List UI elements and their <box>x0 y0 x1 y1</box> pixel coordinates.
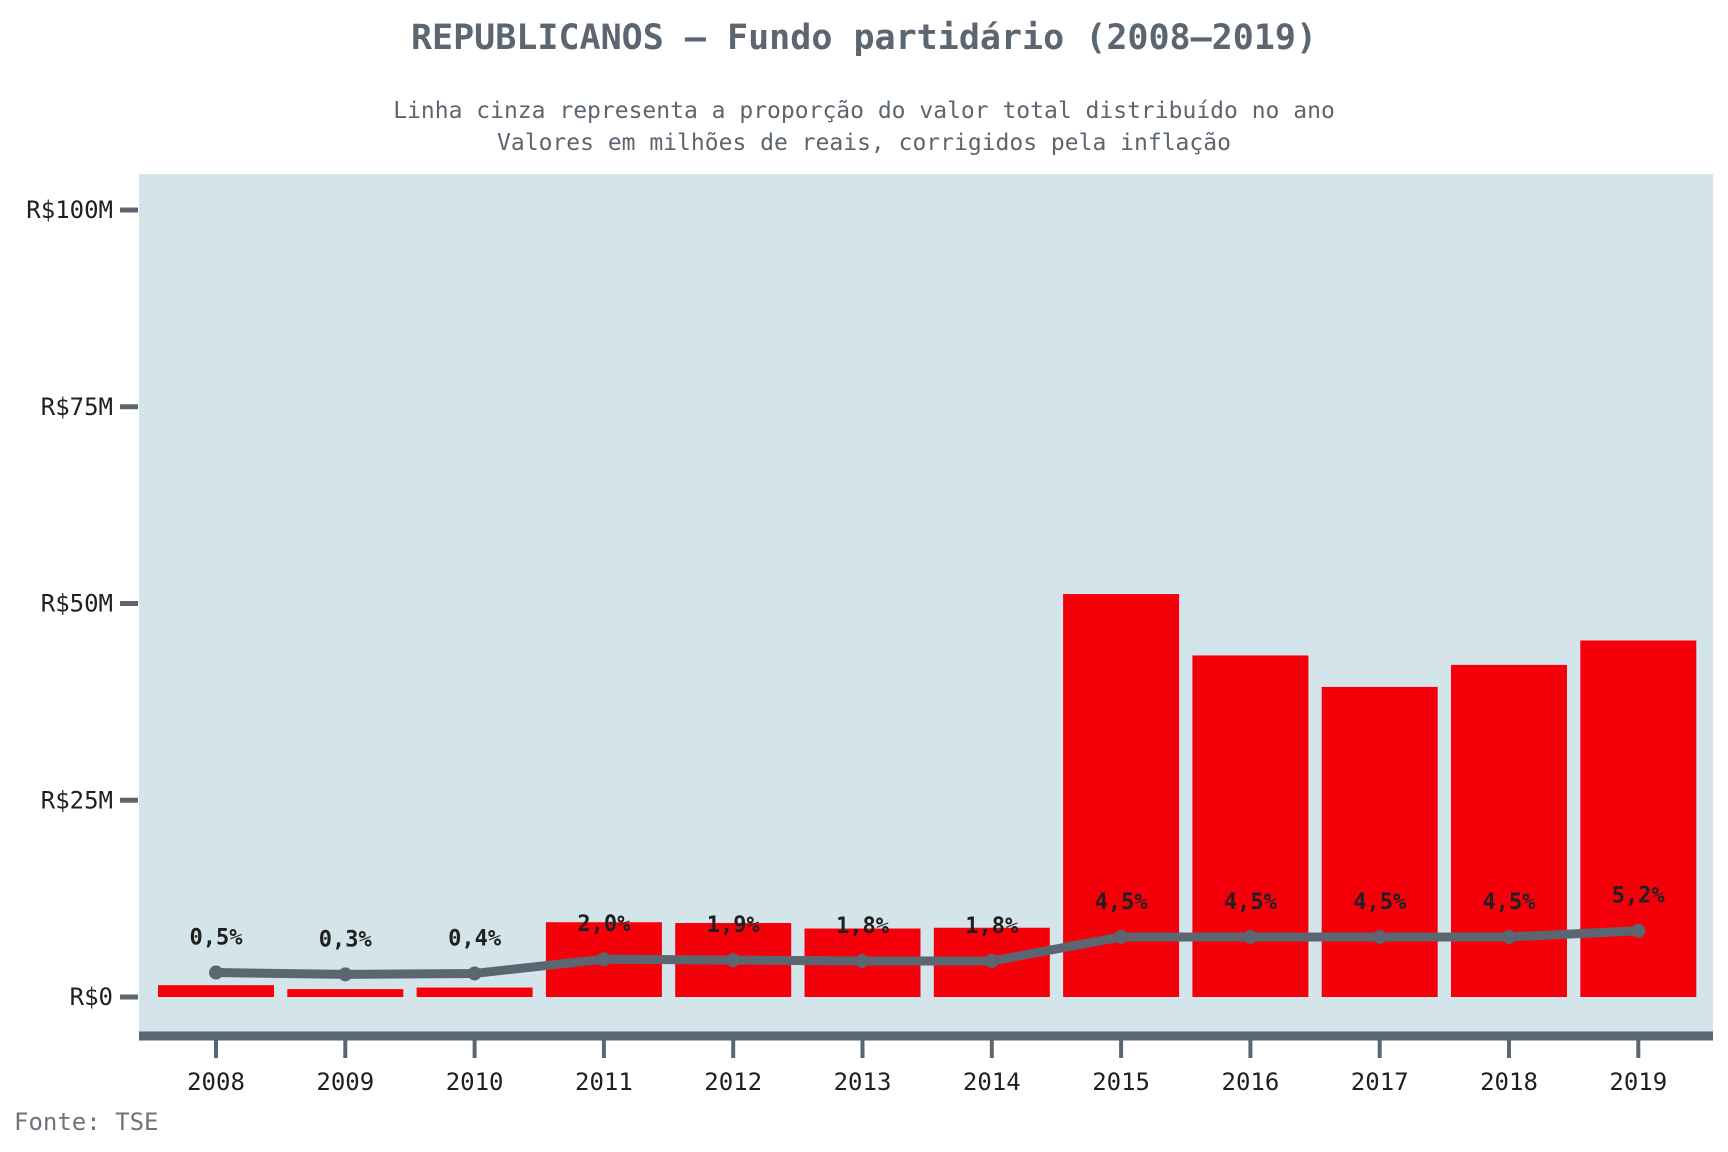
x-tick-label-2019: 2019 <box>1609 1068 1667 1096</box>
proportion-point-2010 <box>467 966 482 981</box>
x-tick-label-2016: 2016 <box>1222 1068 1280 1096</box>
y-tick-label-1: R$25M <box>41 786 113 814</box>
x-tick-label-2013: 2013 <box>834 1068 892 1096</box>
proportion-label-2011: 2,0% <box>577 912 631 937</box>
proportion-point-2009 <box>338 967 353 982</box>
proportion-label-2009: 0,3% <box>319 927 373 952</box>
proportion-label-2010: 0,4% <box>448 926 502 951</box>
x-tick-label-2015: 2015 <box>1092 1068 1150 1096</box>
chart-subtitle-line-2: Valores em milhões de reais, corrigidos … <box>497 130 1231 156</box>
y-tick-label-4: R$100M <box>26 196 113 224</box>
bar-2009 <box>287 989 404 997</box>
proportion-point-2013 <box>855 953 870 968</box>
bar-2019 <box>1580 640 1697 997</box>
x-tick-label-2018: 2018 <box>1480 1068 1538 1096</box>
proportion-point-2008 <box>209 965 223 980</box>
x-axis: 2008 2009 2010 2011 2012 2013 2014 2015 2016 2017… <box>139 1031 1713 1096</box>
proportion-label-2013: 1,8% <box>836 914 890 939</box>
proportion-line-group: 0,5% 0,3% 0,4% 2,0% 1,9% 1,8% 1,8% 4,5% 4,5% 4,5%… <box>190 884 1666 982</box>
x-tick-label-2008: 2008 <box>187 1068 245 1096</box>
x-tick-label-2012: 2012 <box>704 1068 762 1096</box>
x-tick-label-2010: 2010 <box>446 1068 504 1096</box>
proportion-label-2012: 1,9% <box>707 913 761 938</box>
bar-2008 <box>158 985 274 997</box>
chart-subtitle-line-1: Linha cinza representa a proporção do va… <box>393 98 1335 124</box>
proportion-label-2008: 0,5% <box>190 926 244 951</box>
proportion-point-2016 <box>1243 929 1258 944</box>
proportion-label-2019: 5,2% <box>1612 884 1666 909</box>
proportion-point-2018 <box>1502 929 1516 944</box>
x-tick-label-2014: 2014 <box>963 1068 1021 1096</box>
x-tick-label-2011: 2011 <box>575 1068 633 1096</box>
proportion-label-2016: 4,5% <box>1224 890 1278 915</box>
bar-2015 <box>1063 594 1180 997</box>
proportion-point-2011 <box>596 952 611 967</box>
proportion-label-2014: 1,8% <box>965 914 1019 939</box>
proportion-point-2012 <box>726 953 741 968</box>
proportion-label-2017: 4,5% <box>1353 890 1407 915</box>
proportion-point-2014 <box>984 953 999 968</box>
chart-title: REPUBLICANOS – Fundo partidário (2008–20… <box>410 18 1318 58</box>
y-tick-label-2: R$50M <box>41 590 113 618</box>
x-tick-label-2009: 2009 <box>316 1068 374 1096</box>
source-note: Fonte: TSE <box>14 1108 159 1136</box>
bar-2017 <box>1321 686 1438 997</box>
proportion-point-2019 <box>1631 923 1646 938</box>
bar-2016 <box>1192 655 1309 997</box>
y-tick-label-3: R$75M <box>41 393 113 421</box>
bar-2018 <box>1451 664 1567 997</box>
plot-background <box>139 174 1713 1036</box>
proportion-point-2015 <box>1114 929 1129 944</box>
proportion-label-2015: 4,5% <box>1095 890 1149 915</box>
proportion-line <box>211 926 1643 979</box>
proportion-label-2018: 4,5% <box>1483 890 1537 915</box>
y-axis: R$0 R$25M R$50M R$75M R$100M <box>26 196 138 1011</box>
bar-2010 <box>416 987 533 997</box>
x-tick-label-2017: 2017 <box>1351 1068 1409 1096</box>
proportion-point-2017 <box>1372 929 1387 944</box>
y-tick-label-0: R$0 <box>70 983 113 1011</box>
